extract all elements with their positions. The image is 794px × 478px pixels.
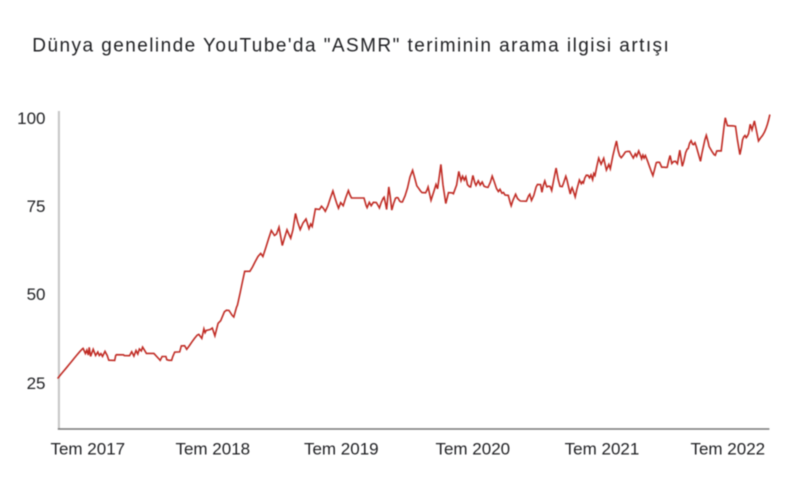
svg-text:Tem 2020: Tem 2020 bbox=[435, 439, 510, 458]
svg-text:75: 75 bbox=[27, 197, 46, 216]
svg-text:100: 100 bbox=[17, 109, 45, 128]
svg-text:Tem 2019: Tem 2019 bbox=[304, 439, 379, 458]
svg-text:25: 25 bbox=[27, 374, 46, 393]
svg-text:Tem 2022: Tem 2022 bbox=[690, 439, 765, 458]
svg-text:Tem 2021: Tem 2021 bbox=[565, 439, 640, 458]
svg-text:50: 50 bbox=[27, 285, 46, 304]
svg-text:Dünya genelinde YouTube'da "AS: Dünya genelinde YouTube'da "ASMR" terimi… bbox=[32, 35, 670, 56]
svg-text:Tem 2018: Tem 2018 bbox=[175, 439, 250, 458]
svg-text:Tem 2017: Tem 2017 bbox=[50, 439, 125, 458]
